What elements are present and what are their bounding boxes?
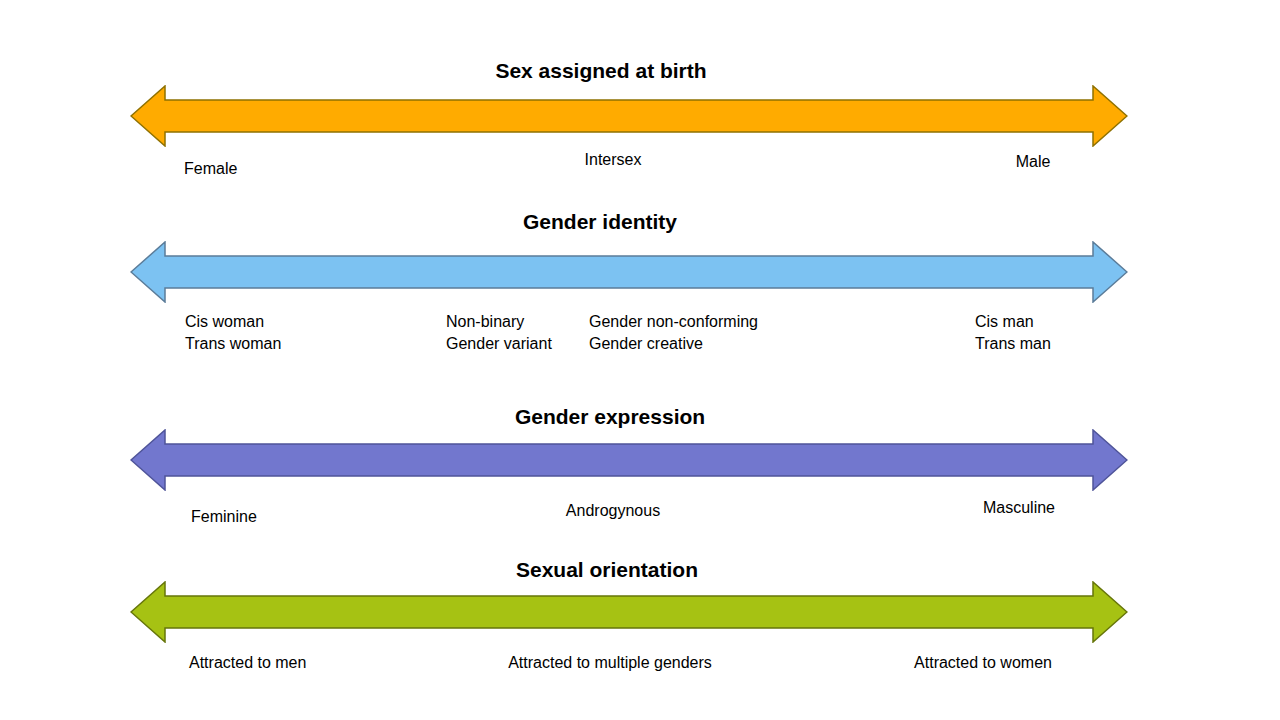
- label-line: Gender variant: [446, 333, 552, 355]
- label-line: Non-binary: [446, 311, 552, 333]
- label-male: Male: [1016, 151, 1051, 173]
- label-non-binary-gender-variant: Non-binary Gender variant: [446, 311, 552, 355]
- spectrum-title-gender-expression: Gender expression: [515, 405, 705, 429]
- label-masculine: Masculine: [983, 497, 1055, 519]
- label-gender-non-conforming-creative: Gender non-conforming Gender creative: [589, 311, 758, 355]
- spectrum-title-gender-identity: Gender identity: [523, 210, 677, 234]
- gender-expression-arrow: [130, 429, 1128, 491]
- label-line: Gender non-conforming: [589, 311, 758, 333]
- label-attracted-to-women: Attracted to women: [914, 652, 1052, 674]
- label-feminine: Feminine: [191, 506, 257, 528]
- label-attracted-to-multiple-genders: Attracted to multiple genders: [508, 652, 712, 674]
- label-line: Gender creative: [589, 333, 758, 355]
- label-cis-woman-trans-woman: Cis woman Trans woman: [185, 311, 281, 355]
- label-attracted-to-men: Attracted to men: [189, 652, 306, 674]
- sex-assigned-at-birth-arrow: [130, 85, 1128, 147]
- gender-identity-arrow: [130, 241, 1128, 303]
- label-line: Cis woman: [185, 311, 281, 333]
- label-cis-man-trans-man: Cis man Trans man: [975, 311, 1051, 355]
- label-line: Trans woman: [185, 333, 281, 355]
- sexual-orientation-arrow: [130, 581, 1128, 643]
- label-female: Female: [184, 158, 237, 180]
- spectrum-title-sexual-orientation: Sexual orientation: [516, 558, 698, 582]
- spectrum-title-sex-assigned-at-birth: Sex assigned at birth: [495, 59, 706, 83]
- gender-spectrum-diagram: Sex assigned at birth Female Intersex Ma…: [0, 0, 1280, 720]
- label-line: Cis man: [975, 311, 1051, 333]
- label-intersex: Intersex: [585, 149, 642, 171]
- label-line: Trans man: [975, 333, 1051, 355]
- label-androgynous: Androgynous: [566, 500, 660, 522]
